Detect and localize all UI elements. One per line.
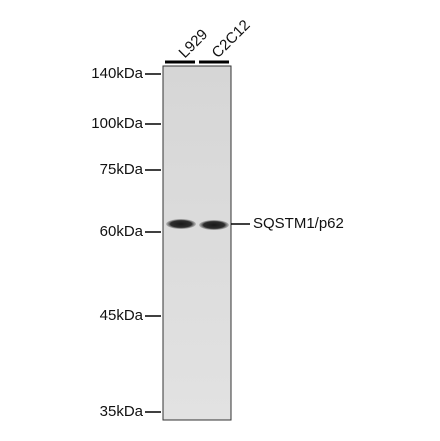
lane-label: L929 [176,26,212,62]
marker-label: 140kDa [91,65,143,82]
marker-label: 45kDa [100,307,144,324]
membrane [162,65,232,421]
lane-label: C2C12 [209,17,254,62]
marker-label: 60kDa [100,223,144,240]
marker-label: 75kDa [100,161,144,178]
protein-band [166,219,196,229]
marker-label: 35kDa [100,403,144,420]
marker-label: 100kDa [91,115,143,132]
protein-band [199,220,229,230]
marker-labels: 140kDa 100kDa 75kDa 60kDa 45kDa 35kDa [91,65,161,420]
band-label: SQSTM1/p62 [253,215,344,232]
